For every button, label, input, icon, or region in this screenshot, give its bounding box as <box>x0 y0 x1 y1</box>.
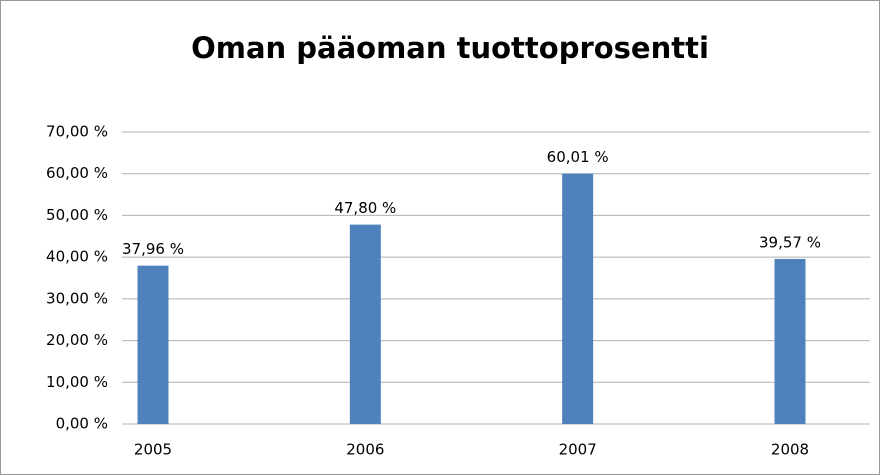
y-tick-label: 70,00 % <box>46 123 108 141</box>
y-tick-label: 30,00 % <box>46 289 108 307</box>
value-label: 37,96 % <box>122 240 184 258</box>
y-tick-label: 50,00 % <box>46 206 108 224</box>
y-tick-label: 40,00 % <box>46 248 108 266</box>
x-tick-label: 2005 <box>134 441 172 459</box>
value-label: 39,57 % <box>759 233 821 251</box>
value-label: 60,01 % <box>547 148 609 166</box>
bar <box>774 258 806 424</box>
x-tick-label: 2007 <box>559 441 597 459</box>
y-tick-label: 10,00 % <box>46 373 108 391</box>
x-tick-label: 2008 <box>771 441 809 459</box>
x-tick-label: 2006 <box>346 441 384 459</box>
y-tick-label: 0,00 % <box>56 415 108 433</box>
y-tick-label: 20,00 % <box>46 331 108 349</box>
bar <box>562 173 594 424</box>
value-label: 47,80 % <box>334 199 396 217</box>
y-tick-label: 60,00 % <box>46 164 108 182</box>
bar <box>349 224 381 424</box>
bar <box>137 265 169 424</box>
chart-title: Oman pääoman tuottoprosentti <box>191 31 709 65</box>
